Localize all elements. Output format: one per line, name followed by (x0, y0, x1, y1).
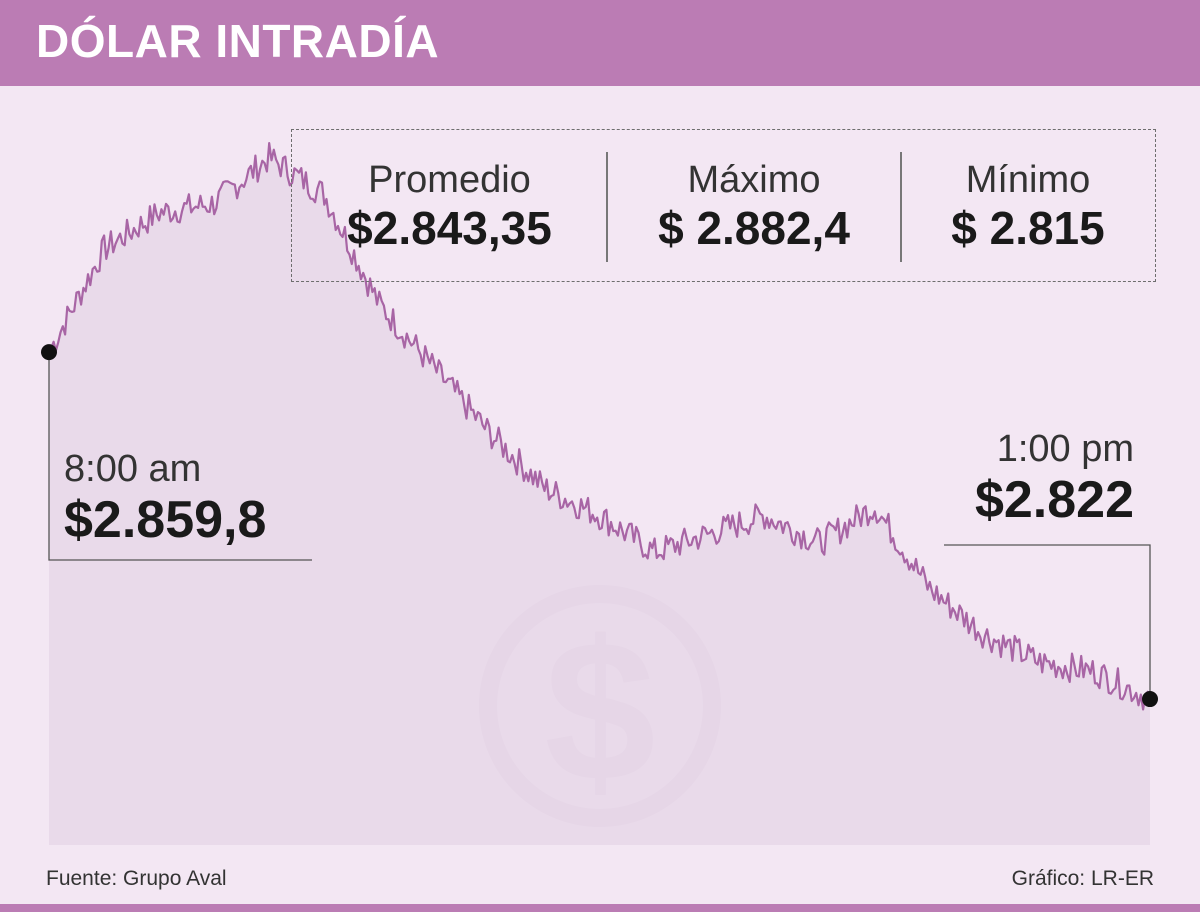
stat-min-label: Mínimo (965, 159, 1091, 201)
price-area (49, 143, 1150, 846)
open-marker (41, 344, 57, 361)
stats-box: Promedio $2.843,35 Máximo $ 2.882,4 Míni… (291, 129, 1156, 282)
open-time-label: 8:00 am (64, 448, 202, 490)
callout-markers (41, 344, 1158, 708)
credit-note: Gráfico: LR-ER (1011, 867, 1154, 890)
page-title: DÓLAR INTRADÍA (36, 15, 440, 67)
stat-max-value: $ 2.882,4 (658, 202, 850, 254)
stat-average-value: $2.843,35 (347, 202, 552, 254)
stat-divider (606, 152, 608, 262)
stat-average: Promedio $2.843,35 (292, 130, 607, 280)
stat-min: Mínimo $ 2.815 (902, 130, 1154, 280)
stat-divider (900, 152, 902, 262)
open-value-label: $2.859,8 (64, 491, 267, 549)
header-bar: DÓLAR INTRADÍA (0, 0, 1200, 86)
callout-leaders (48, 352, 1151, 700)
stat-max-label: Máximo (687, 159, 821, 201)
stat-average-label: Promedio (368, 159, 531, 201)
close-marker (1142, 691, 1158, 708)
close-time-label: 1:00 pm (996, 428, 1134, 470)
stat-max: Máximo $ 2.882,4 (608, 130, 900, 280)
close-value-label: $2.822 (974, 471, 1134, 529)
source-note: Fuente: Grupo Aval (46, 867, 227, 890)
close-leader-line (944, 544, 1151, 700)
footer-bar (0, 904, 1200, 912)
open-leader-line (48, 352, 312, 561)
stat-min-value: $ 2.815 (951, 202, 1105, 254)
price-line (48, 142, 1152, 711)
